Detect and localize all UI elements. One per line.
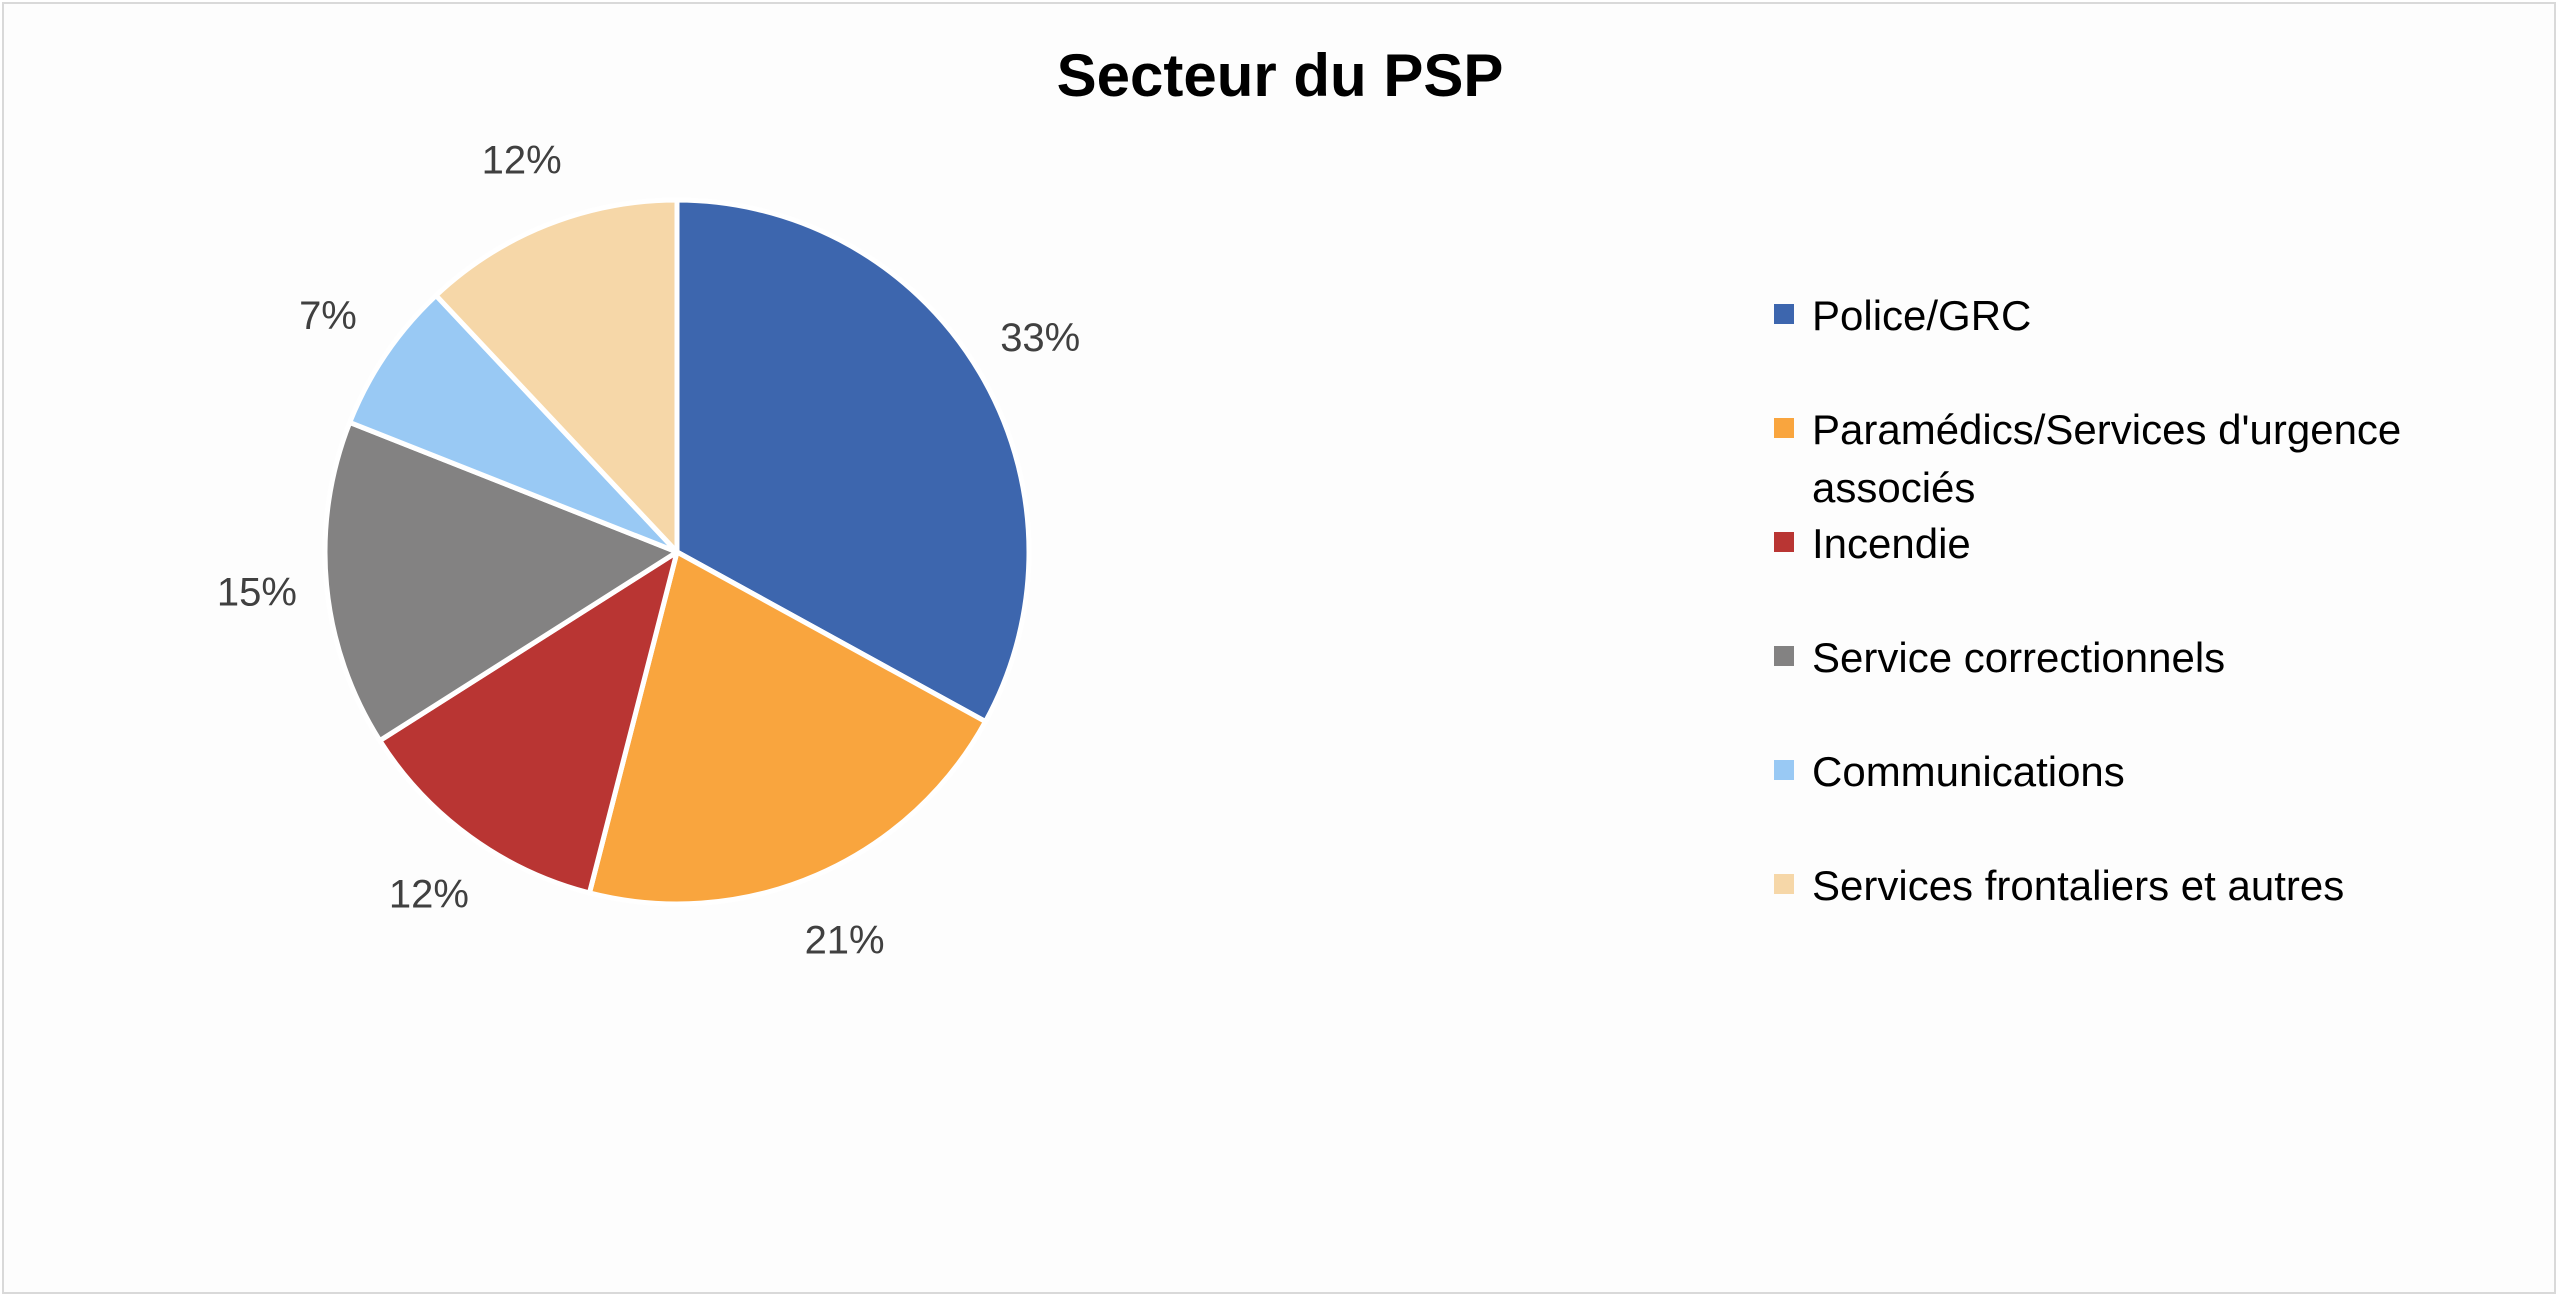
- pie-slice-communications: [347, 292, 680, 555]
- legend-item-service-correctionnels: Service correctionnels: [1774, 634, 2225, 681]
- data-label-service-correctionnels: 15%: [217, 571, 297, 615]
- data-label-communications: 7%: [299, 294, 357, 338]
- legend: Police/GRC Paramédics/Services d'urgence a…: [1774, 292, 2401, 909]
- pie-slice-police-grc: [674, 197, 1032, 725]
- pie-slice-services-frontaliers-et-autres: [433, 197, 680, 555]
- chart-title: Secteur du PSP: [1057, 42, 1504, 109]
- pie-chart: Secteur du PSP 33% 21% 12% 15% 7% 12% Police/…: [217, 42, 2401, 963]
- pie-slices: [322, 197, 1032, 907]
- legend-label: Communications: [1812, 748, 2125, 795]
- data-label-police-grc: 33%: [1000, 316, 1080, 360]
- data-label-incendie: 12%: [389, 872, 469, 916]
- legend-swatch: [1774, 760, 1794, 780]
- legend-label: Service correctionnels: [1812, 634, 2225, 681]
- legend-swatch: [1774, 646, 1794, 666]
- legend-label: Police/GRC: [1812, 292, 2031, 339]
- pie-slice-incendie: [377, 549, 680, 896]
- legend-swatch: [1774, 304, 1794, 324]
- legend-swatch: [1774, 418, 1794, 438]
- legend-item-police-grc: Police/GRC: [1774, 292, 2031, 339]
- legend-item-services-frontaliers-et-autres: Services frontaliers et autres: [1774, 862, 2344, 909]
- data-labels: 33% 21% 12% 15% 7% 12%: [217, 139, 1080, 963]
- legend-item-communications: Communications: [1774, 748, 2125, 795]
- legend-swatch: [1774, 874, 1794, 894]
- pie-slice-service-correctionnels: [322, 419, 680, 744]
- legend-label: Paramédics/Services d'urgence associés: [1812, 406, 2401, 511]
- data-label-paramedics-services-d-urgence-associes: 21%: [805, 918, 885, 962]
- legend-item-paramedics-services-d-urgence-associes: Paramédics/Services d'urgence associés: [1774, 406, 2401, 511]
- legend-label: Incendie: [1812, 520, 1971, 567]
- data-label-services-frontaliers-et-autres: 12%: [482, 139, 562, 183]
- legend-item-incendie: Incendie: [1774, 520, 1971, 567]
- legend-swatch: [1774, 532, 1794, 552]
- pie-slice-paramedics-services-d-urgence-associes: [586, 549, 988, 907]
- legend-label: Services frontaliers et autres: [1812, 862, 2344, 909]
